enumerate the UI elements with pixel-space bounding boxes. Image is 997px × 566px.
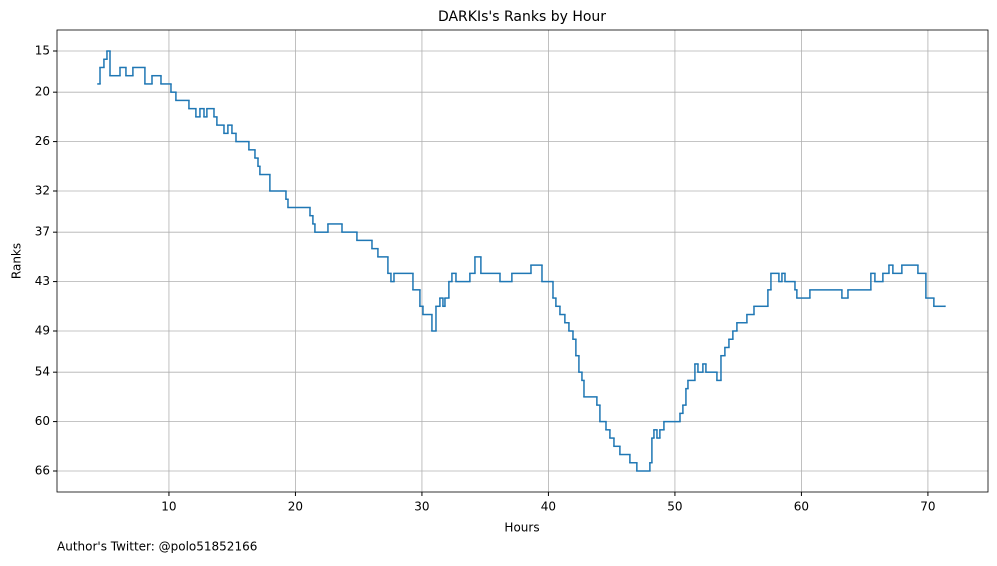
y-axis-label: Ranks [10, 243, 24, 279]
y-tick-label: 66 [35, 464, 50, 478]
plot-frame [56, 29, 989, 493]
x-tick-label: 50 [667, 500, 682, 514]
y-tick-label: 37 [35, 225, 50, 239]
x-tick-label: 20 [288, 500, 303, 514]
x-tick-label: 40 [541, 500, 556, 514]
y-tick-label: 15 [35, 44, 50, 58]
x-axis-label: Hours [504, 521, 539, 535]
x-tick-label: 10 [161, 500, 176, 514]
chart-title: DARKIs's Ranks by Hour [438, 9, 606, 25]
y-tick-label: 49 [35, 324, 50, 338]
y-tick-label: 43 [35, 274, 50, 288]
y-tick-label: 54 [35, 365, 50, 379]
x-tick-label: 60 [794, 500, 809, 514]
y-tick-label: 32 [35, 184, 50, 198]
y-tick-label: 20 [35, 85, 50, 99]
step-riser [99, 51, 935, 471]
footnote: Author's Twitter: @polo51852166 [57, 540, 257, 554]
x-tick-label: 70 [920, 500, 935, 514]
x-tick-label: 30 [414, 500, 429, 514]
y-tick-label: 60 [35, 414, 50, 428]
y-tick-label: 26 [35, 134, 50, 148]
